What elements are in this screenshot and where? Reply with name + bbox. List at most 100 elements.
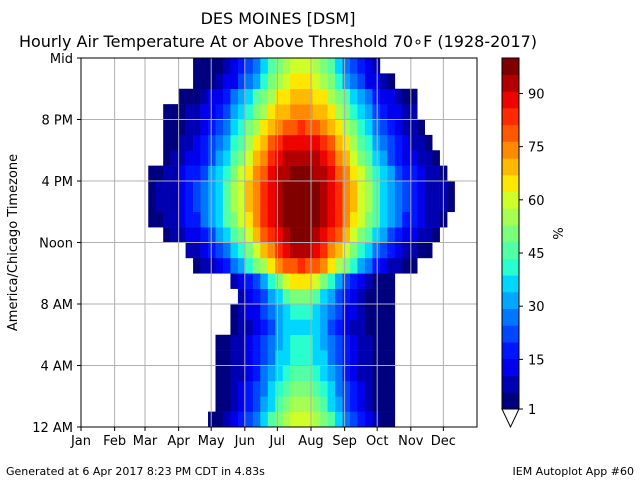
heatmap-cell <box>282 181 291 197</box>
heatmap-cell <box>349 365 358 382</box>
heatmap-cell <box>342 257 351 274</box>
heatmap-cell <box>260 380 269 397</box>
heatmap-cell <box>424 196 433 213</box>
heatmap-cell <box>327 227 336 243</box>
heatmap-cell <box>282 119 291 136</box>
heatmap-cell <box>237 196 246 213</box>
heatmap-cell <box>260 196 269 213</box>
x-tick-label: Apr <box>167 434 190 449</box>
heatmap-cell <box>170 165 179 182</box>
heatmap-cell <box>163 134 171 151</box>
heatmap-cell <box>387 181 396 197</box>
heatmap-cell <box>312 380 321 397</box>
heatmap-cell <box>320 181 328 197</box>
heatmap-cell <box>372 273 381 289</box>
heatmap-cell <box>200 181 209 197</box>
heatmap-cell <box>215 211 224 228</box>
colorbar-segment <box>502 258 519 276</box>
heatmap-cell <box>297 104 306 120</box>
heatmap-cell <box>245 411 254 428</box>
heatmap-cell <box>275 58 284 74</box>
heatmap-cell <box>364 380 373 397</box>
colorbar-segment <box>502 191 519 209</box>
y-tick-label: 8 AM <box>40 298 73 313</box>
heatmap-cell <box>372 257 381 274</box>
heatmap-cell <box>275 73 284 90</box>
heatmap-cell <box>349 319 358 336</box>
heatmap-cell <box>349 288 358 305</box>
heatmap-cell <box>200 73 209 90</box>
colorbar-segment <box>502 58 519 76</box>
heatmap-cell <box>320 365 328 382</box>
heatmap-cell <box>260 150 269 166</box>
heatmap-cell <box>290 165 298 182</box>
heatmap-cell <box>305 396 313 412</box>
heatmap-cell <box>245 365 254 382</box>
heatmap-cell <box>349 88 358 105</box>
colorbar-segment <box>502 275 519 293</box>
heatmap-cell <box>432 181 440 197</box>
heatmap-cell <box>342 273 351 289</box>
colorbar-segment <box>502 241 519 259</box>
heatmap-cell <box>327 119 336 136</box>
heatmap-cell <box>417 134 425 151</box>
heatmap-cell <box>357 211 366 228</box>
heatmap-cell <box>349 181 358 197</box>
heatmap-cell <box>245 211 254 228</box>
heatmap-cell <box>222 411 231 428</box>
colorbar-segment <box>502 124 519 142</box>
heatmap-cell <box>297 319 306 336</box>
heatmap-cell <box>252 304 261 320</box>
heatmap-cell <box>297 150 306 166</box>
heatmap-cell <box>267 242 276 259</box>
heatmap-cell <box>282 150 291 166</box>
heatmap-cell <box>297 257 306 274</box>
heatmap-cell <box>282 304 291 320</box>
heatmap-cell <box>230 411 239 428</box>
heatmap-cell <box>357 73 366 90</box>
heatmap-cell <box>305 134 313 151</box>
heatmap-cell <box>409 119 418 136</box>
heatmap-cell <box>349 411 358 428</box>
heatmap-cell <box>222 334 231 351</box>
heatmap-cell <box>417 227 425 243</box>
colorbar: 1 15 30 45 60 75 90% <box>501 57 567 429</box>
heatmap-cell <box>193 257 201 274</box>
heatmap-cell <box>260 273 269 289</box>
heatmap-cell <box>252 134 261 151</box>
heatmap-cell <box>327 134 336 151</box>
heatmap-cell <box>148 165 157 182</box>
heatmap-cell <box>372 334 381 351</box>
heatmap-cell <box>230 227 239 243</box>
heatmap-cell <box>379 350 388 366</box>
heatmap-cell <box>200 211 209 228</box>
heatmap-cell <box>282 88 291 105</box>
heatmap-cell <box>237 181 246 197</box>
heatmap-cell <box>432 150 440 166</box>
heatmap-cell <box>349 396 358 412</box>
heatmap-cell <box>245 150 254 166</box>
heatmap-cell <box>379 73 388 90</box>
heatmap-cell <box>379 365 388 382</box>
heatmap-cell <box>222 196 231 213</box>
heatmap-cell <box>335 288 343 305</box>
heatmap-cell <box>170 134 179 151</box>
heatmap-cell <box>252 73 261 90</box>
heatmap-cell <box>215 134 224 151</box>
heatmap-cell <box>357 350 366 366</box>
heatmap-cell <box>312 319 321 336</box>
heatmap-cell <box>320 211 328 228</box>
heatmap-cell <box>290 350 298 366</box>
colorbar-tick-label: 90 <box>528 87 545 102</box>
heatmap-cell <box>185 134 194 151</box>
heatmap-cell <box>342 411 351 428</box>
heatmap-cell <box>357 119 366 136</box>
heatmap-cell <box>267 396 276 412</box>
heatmap-cell <box>312 257 321 274</box>
heatmap-cell <box>305 257 313 274</box>
heatmap-cell <box>364 273 373 289</box>
heatmap-cell <box>252 242 261 259</box>
heatmap-cell <box>342 396 351 412</box>
heatmap-cell <box>357 304 366 320</box>
heatmap-cell <box>245 380 254 397</box>
